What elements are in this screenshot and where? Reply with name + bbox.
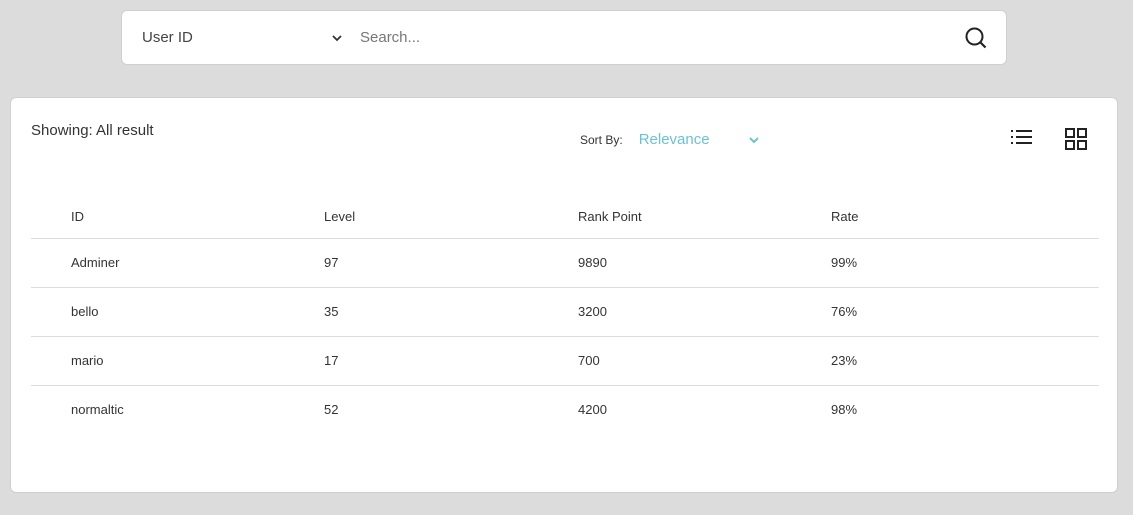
search-bar: User ID [121,10,1007,65]
table-cell: 17 [324,335,578,385]
filter-value: User ID [142,29,193,46]
chevron-down-icon[interactable] [748,136,759,144]
results-panel: Showing: All result Sort By: Relevance I… [10,97,1118,493]
sort-label: Sort By: [580,132,623,147]
filter-select[interactable]: User ID [122,29,352,46]
search-button[interactable] [946,26,1006,50]
table-cell: 4200 [578,384,831,434]
table-cell: mario [31,335,324,385]
column-header: Rate [831,209,859,225]
column-header: ID [71,209,84,225]
table-cell: 97 [324,237,578,287]
grid-view-icon[interactable] [1065,128,1087,150]
sort-select[interactable]: Relevance [638,131,710,148]
list-view-icon[interactable] [1011,128,1033,146]
search-input[interactable] [352,29,946,46]
table-header-row: ID Level Rank Point Rate [31,196,1099,238]
table-row[interactable]: mario 17 700 23% [31,335,1099,385]
table-cell: bello [31,286,324,336]
table-cell: 23% [831,335,1099,385]
table-cell: 9890 [578,237,831,287]
view-toggle [1011,128,1087,150]
column-header: Rank Point [578,209,642,225]
showing-label: Showing: All result [31,122,154,139]
table-cell: 3200 [578,286,831,336]
table-cell: 99% [831,237,1099,287]
table-cell: 35 [324,286,578,336]
search-icon [965,27,987,48]
table-cell: Adminer [31,237,324,287]
results-table: ID Level Rank Point Rate Adminer 97 9890 99% be… [31,196,1099,434]
chevron-down-icon [332,34,342,41]
table-row[interactable]: Adminer 97 9890 99% [31,237,1099,287]
table-cell: normaltic [31,384,324,434]
table-cell: 98% [831,384,1099,434]
table-cell: 76% [831,286,1099,336]
table-cell: 700 [578,335,831,385]
column-header: Level [324,209,356,225]
table-cell: 52 [324,384,578,434]
sort-control: Sort By: Relevance [580,131,759,148]
table-row[interactable]: bello 35 3200 76% [31,286,1099,336]
table-row[interactable]: normaltic 52 4200 98% [31,384,1099,434]
